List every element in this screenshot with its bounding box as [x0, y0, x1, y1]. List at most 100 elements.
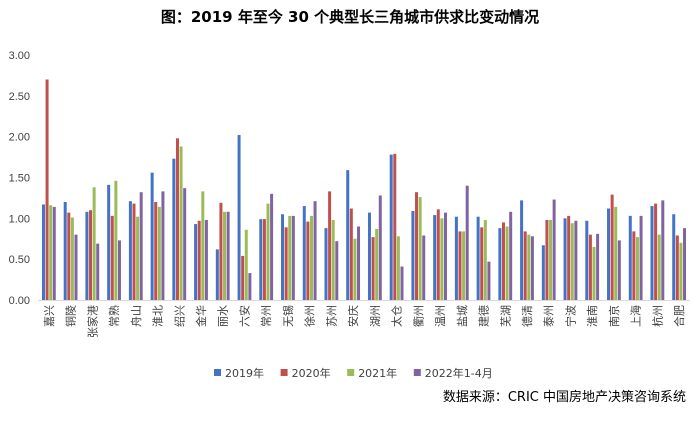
bar-1-24: [541, 245, 545, 300]
x-tick-label: 太仓: [390, 305, 404, 327]
legend-swatch: [214, 369, 221, 376]
bar-1-21: [476, 216, 480, 300]
bar-4-11: [270, 193, 274, 300]
x-tick-label: 杭州: [650, 305, 664, 327]
x-tick-label: 绍兴: [172, 305, 186, 327]
legend-label: 2022年1-4月: [425, 366, 493, 380]
bar-4-8: [204, 219, 208, 300]
bar-1-10: [237, 135, 241, 300]
x-tick-label: 建德: [477, 305, 491, 327]
bar-4-7: [183, 188, 187, 300]
bar-4-29: [661, 200, 665, 300]
bar-2-24: [545, 219, 549, 300]
bar-4-16: [378, 195, 382, 300]
bar-2-28: [632, 231, 636, 300]
bar-1-13: [302, 206, 306, 300]
bar-1-11: [259, 219, 263, 300]
x-tick-label: 常熟: [107, 305, 121, 327]
bar-3-17: [396, 236, 400, 300]
y-tick-label: 3.00: [9, 50, 30, 62]
bar-3-12: [288, 215, 292, 300]
x-tick-label: 金华: [194, 305, 208, 327]
bar-2-7: [175, 138, 179, 300]
x-tick-label: 安庆: [346, 305, 360, 327]
bar-4-9: [226, 211, 230, 300]
legend-swatch: [347, 369, 355, 376]
bar-3-18: [418, 197, 422, 300]
bar-3-14: [331, 219, 335, 300]
y-axis: 0.00 0.50 1.00 1.50 2.00 2.50 3.00: [9, 50, 30, 307]
bar-4-23: [530, 236, 534, 300]
bar-4-18: [422, 235, 426, 300]
bar-4-12: [291, 215, 295, 300]
bar-1-3: [85, 211, 89, 300]
bar-3-19: [440, 218, 444, 300]
bars-group: [41, 79, 687, 300]
x-tick-label: 无锡: [281, 305, 295, 327]
y-tick-label: 2.00: [9, 132, 30, 144]
bar-2-10: [241, 255, 245, 300]
bar-4-26: [596, 233, 600, 300]
bar-2-4: [110, 215, 114, 300]
bar-3-5: [136, 216, 140, 300]
x-tick-label: 芜湖: [498, 305, 512, 327]
bar-4-27: [617, 240, 621, 300]
legend-swatch: [413, 369, 421, 376]
bar-1-16: [367, 212, 371, 300]
x-tick-label: 常州: [260, 305, 273, 327]
bar-2-13: [306, 221, 310, 300]
bar-4-20: [465, 185, 469, 300]
bar-4-22: [509, 211, 513, 300]
bar-3-25: [570, 223, 574, 300]
bar-2-23: [523, 231, 527, 300]
bar-2-6: [154, 202, 158, 300]
y-tick-label: 1.50: [9, 173, 30, 185]
bar-4-1: [52, 206, 56, 300]
bar-1-19: [433, 215, 437, 300]
bar-2-2: [67, 212, 71, 300]
x-axis-labels: 嘉兴 铜陵 张家港 常熟 舟山 淮北 绍兴 金华 丽水 六安 常州 无锡 徐州 苏州 安庆 湖州 太仓 衢州 温州盐…: [42, 305, 686, 338]
bar-3-30: [679, 242, 683, 300]
y-tick-label: 1.00: [9, 213, 30, 225]
bar-2-14: [328, 191, 332, 300]
legend-swatch: [280, 369, 288, 376]
bar-1-9: [215, 249, 219, 300]
bar-3-10: [244, 229, 248, 300]
y-tick-label: 0.00: [9, 295, 30, 307]
x-tick-label: 宁波: [563, 305, 577, 327]
bar-3-24: [549, 219, 553, 300]
y-tick-label: 2.50: [9, 91, 30, 103]
bar-2-21: [480, 227, 484, 300]
bar-2-5: [132, 203, 136, 300]
bar-1-23: [520, 200, 524, 300]
bar-2-16: [371, 237, 375, 300]
bar-4-30: [683, 228, 687, 300]
legend-label: 2020年: [292, 366, 331, 380]
x-tick-label: 淮北: [152, 305, 165, 327]
x-tick-label: 淮南: [586, 305, 599, 327]
legend: 2019年 2020年 2021年 2022年1-4月: [214, 366, 493, 380]
bar-1-7: [172, 158, 176, 300]
bar-3-16: [375, 228, 379, 300]
bar-3-23: [527, 234, 531, 300]
bar-2-3: [89, 210, 93, 300]
bar-2-9: [219, 202, 223, 300]
bar-3-1: [49, 205, 53, 300]
x-tick-label: 苏州: [325, 305, 338, 327]
bar-4-10: [248, 273, 252, 300]
bar-1-18: [411, 210, 415, 300]
bar-1-2: [63, 202, 67, 300]
x-tick-label: 南京: [607, 305, 621, 327]
x-tick-label: 舟山: [129, 305, 143, 327]
x-tick-label: 盐城: [456, 305, 469, 327]
bar-4-24: [552, 199, 556, 300]
bar-4-3: [96, 243, 100, 300]
bar-2-11: [262, 219, 266, 300]
x-tick-label: 湖州: [369, 305, 382, 327]
bar-3-22: [505, 226, 509, 300]
bar-2-1: [45, 79, 49, 300]
x-tick-label: 德清: [520, 305, 534, 327]
bar-2-22: [501, 222, 505, 300]
